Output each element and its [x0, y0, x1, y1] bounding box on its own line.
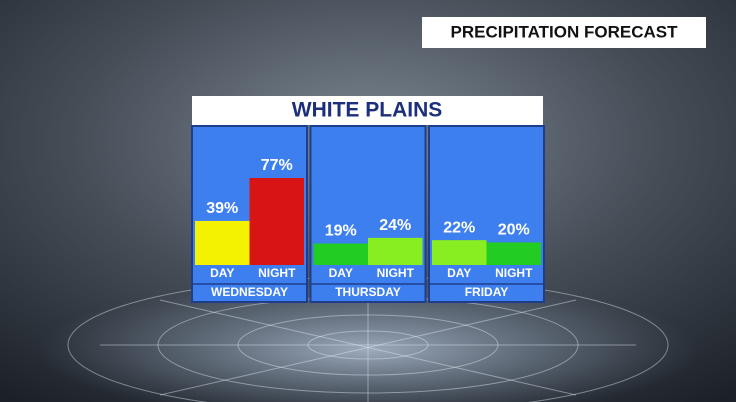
- chart-title: WHITE PLAINS: [292, 99, 443, 122]
- value-label: 19%: [325, 223, 357, 240]
- category-label: DAY: [210, 266, 234, 280]
- category-label: NIGHT: [377, 266, 415, 280]
- value-label: 77%: [261, 157, 293, 174]
- value-label: 22%: [443, 219, 475, 236]
- bar: [249, 177, 304, 265]
- header: PRECIPITATION FORECAST: [451, 22, 679, 41]
- value-label: 39%: [206, 200, 238, 217]
- title-box: [192, 96, 543, 125]
- value-label: 20%: [498, 222, 530, 239]
- category-label: NIGHT: [258, 266, 296, 280]
- category-label: NIGHT: [495, 266, 533, 280]
- day-label: THURSDAY: [335, 285, 401, 299]
- bar: [486, 242, 541, 265]
- day-label: FRIDAY: [465, 285, 509, 299]
- panel: [428, 125, 545, 303]
- bar: [432, 240, 487, 265]
- bar: [313, 243, 368, 265]
- bar: [368, 237, 423, 265]
- radar-rings: [67, 276, 669, 402]
- category-label: DAY: [329, 266, 353, 280]
- radar-glow: [38, 280, 698, 402]
- category-label: DAY: [447, 266, 471, 280]
- header-box: [422, 17, 706, 48]
- value-label: 24%: [379, 217, 411, 234]
- day-label: WEDNESDAY: [211, 285, 288, 299]
- bar: [195, 220, 250, 265]
- panel: [309, 125, 427, 303]
